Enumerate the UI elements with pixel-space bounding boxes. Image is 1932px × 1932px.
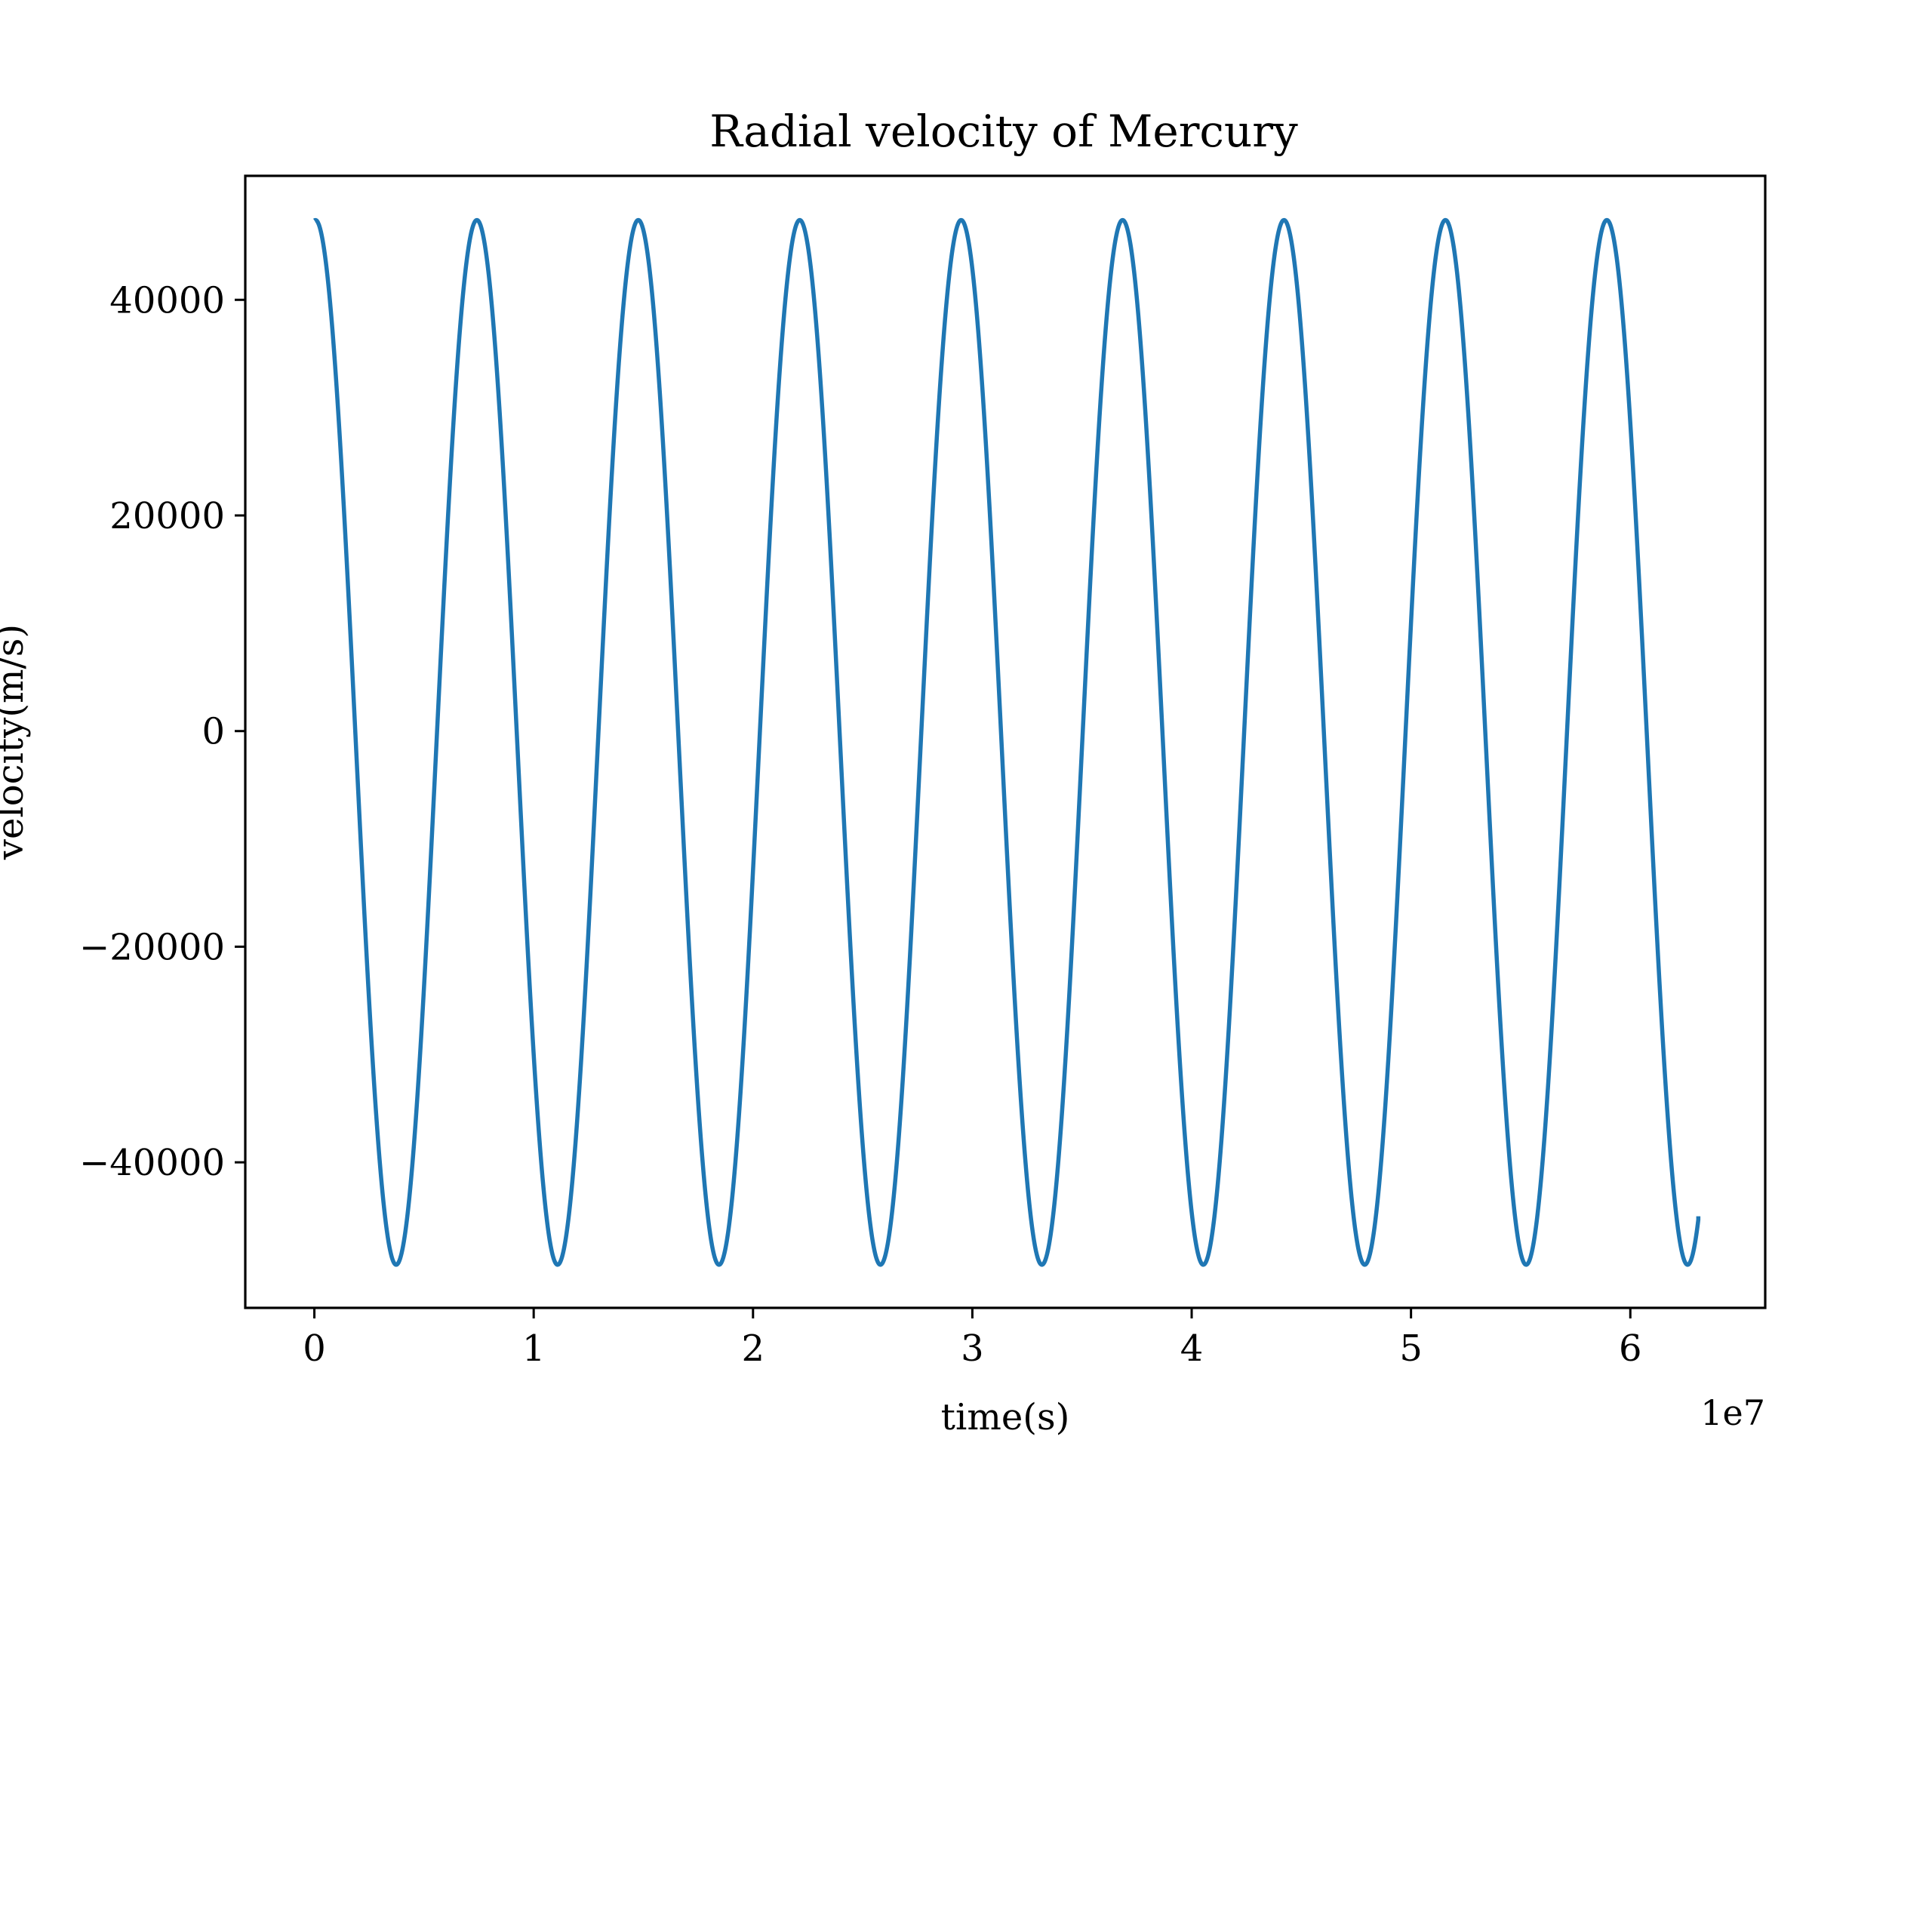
x-tick-label: 3 (961, 1327, 984, 1370)
y-axis-label: velocity(m/s) (0, 624, 32, 860)
x-axis-label: time(s) (941, 1396, 1070, 1438)
x-axis-offset-label: 1e7 (1700, 1392, 1765, 1433)
y-tick-label: −40000 (79, 1142, 225, 1184)
y-tick-label: −20000 (79, 926, 225, 968)
series-line-velocity (312, 217, 1701, 1267)
x-axis-ticks: 0 1 2 3 4 5 6 (303, 1308, 1642, 1370)
y-tick-label: 0 (202, 711, 225, 753)
plot-area (244, 174, 1767, 1309)
x-tick-label: 2 (742, 1327, 765, 1370)
y-tick-label: 20000 (109, 495, 225, 537)
x-tick-label: 4 (1180, 1327, 1204, 1370)
chart-title: Radial velocity of Mercury (709, 106, 1298, 157)
x-tick-label: 5 (1399, 1327, 1423, 1370)
y-axis-ticks: −40000 −20000 0 20000 40000 (79, 279, 245, 1184)
y-tick-label: 40000 (109, 279, 225, 321)
x-tick-label: 0 (303, 1327, 326, 1370)
x-tick-label: 6 (1619, 1327, 1642, 1370)
axes-frame (244, 174, 1767, 1309)
x-tick-label: 1 (522, 1327, 546, 1370)
